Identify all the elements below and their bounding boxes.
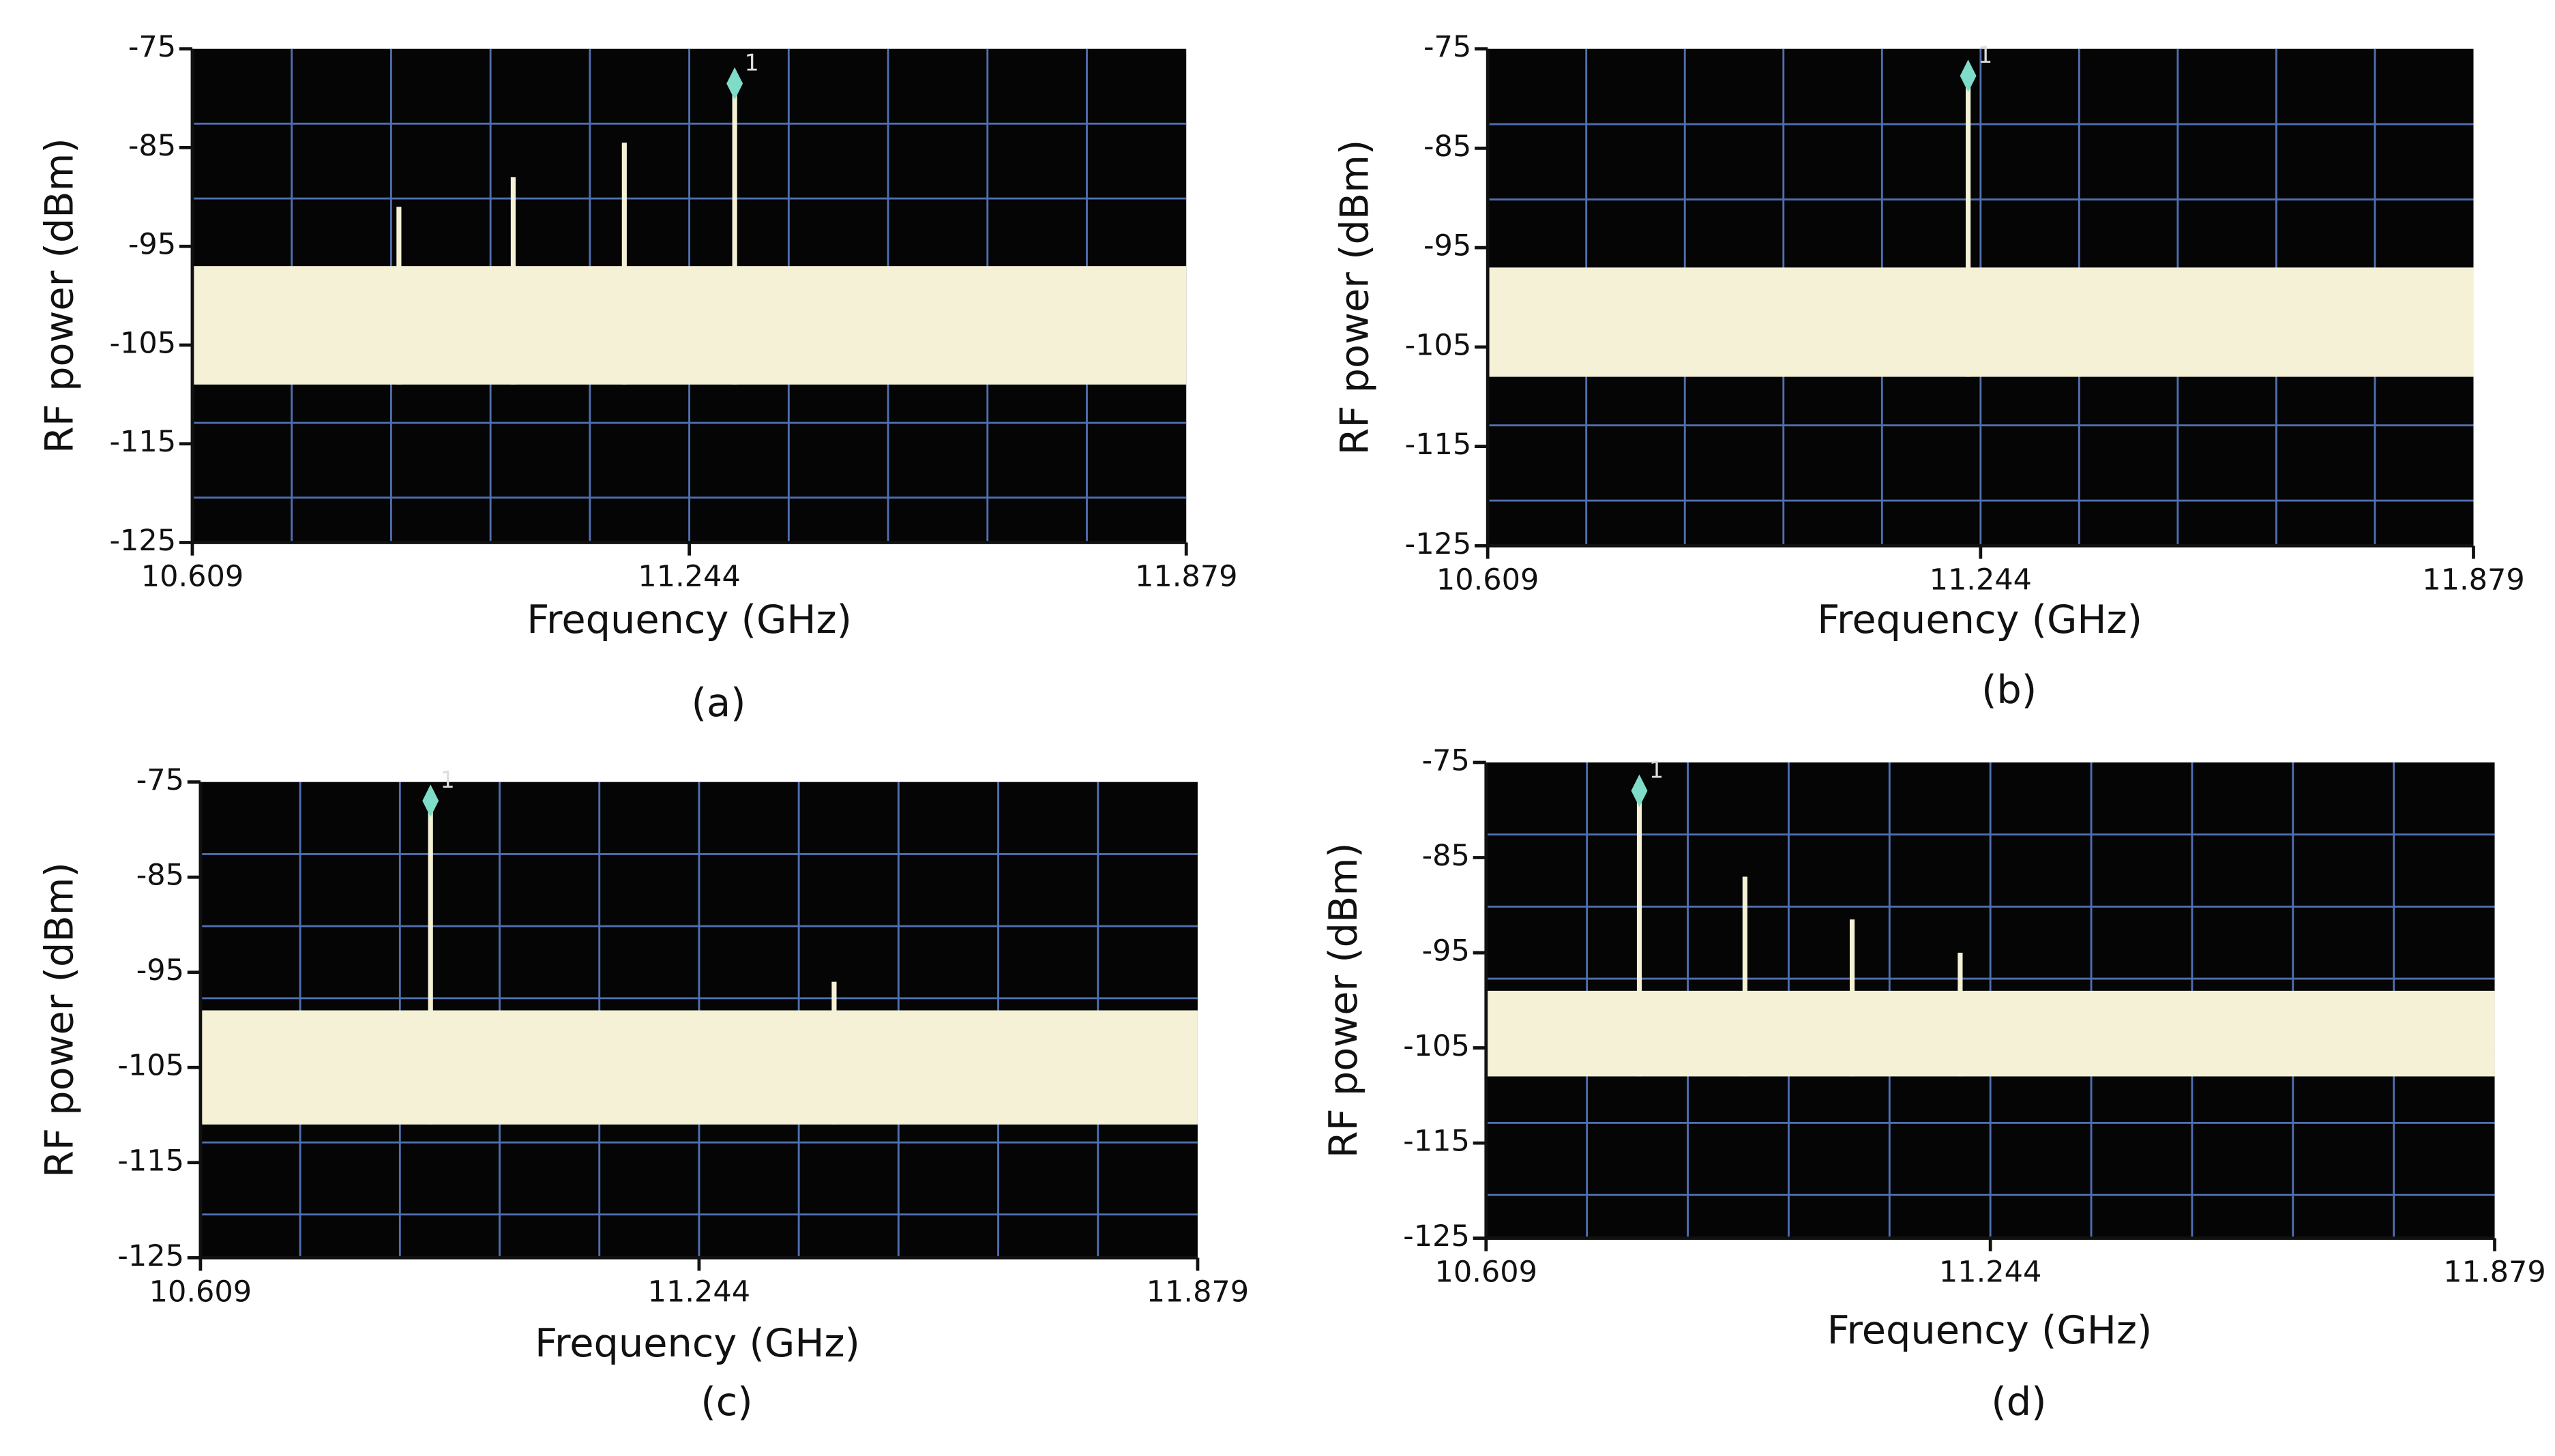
x-axis-label: Frequency (GHz) [1817,597,2142,642]
marker-diamond [422,784,439,818]
y-tick-label: -95 [128,228,176,262]
noise-floor [200,1010,1198,1125]
y-tick-label: -115 [1405,428,1472,462]
y-tick-label: -105 [1403,1029,1470,1063]
marker-label: 1 [1978,42,1992,68]
y-tick-label: -125 [109,524,176,558]
x-tick-label: 10.609 [1435,1256,1537,1290]
y-tick-label: -115 [109,425,176,459]
x-tick-label: 11.244 [1930,563,2032,597]
y-tick-label: -105 [117,1049,184,1083]
y-tick-label: -95 [136,953,184,987]
y-axis-label: RF power (dBm) [36,138,82,454]
x-tick-label: 11.879 [1147,1275,1249,1309]
y-tick-label: -95 [1423,229,1471,263]
y-tick-label: -125 [117,1239,184,1273]
x-tick-label: 10.609 [141,560,243,594]
marker-label: 1 [441,767,455,793]
x-tick-label: 10.609 [149,1275,252,1309]
y-axis-label: RF power (dBm) [36,862,82,1178]
caption: (a) [692,680,746,726]
y-tick-label: -95 [1422,934,1470,968]
x-tick-label: 11.879 [1135,560,1237,594]
x-axis-label: Frequency (GHz) [535,1320,860,1366]
y-tick-label: -75 [136,763,184,797]
marker-diamond [1960,59,1977,93]
noise-floor [192,266,1187,385]
marker-label: 1 [744,49,758,76]
x-axis-label: Frequency (GHz) [527,597,852,642]
y-tick-label: -125 [1403,1219,1470,1253]
y-axis-label: RF power (dBm) [1332,140,1378,456]
marker-label: 1 [1649,756,1664,783]
y-tick-label: -75 [128,30,176,64]
caption: (b) [1981,667,2037,713]
noise-floor [1488,267,2474,377]
y-tick-label: -85 [1422,839,1470,873]
x-tick-label: 10.609 [1436,563,1539,597]
noise-floor [1486,990,2495,1077]
y-tick-label: -85 [136,859,184,893]
y-tick-label: -125 [1405,527,1472,561]
y-tick-label: -75 [1423,30,1471,64]
x-axis-label: Frequency (GHz) [1827,1307,2153,1353]
y-tick-label: -105 [109,326,176,360]
y-tick-label: -105 [1405,328,1472,362]
y-tick-label: -85 [128,129,176,163]
y-axis-label: RF power (dBm) [1320,842,1366,1158]
x-tick-label: 11.244 [648,1275,750,1309]
y-tick-label: -115 [1403,1125,1470,1159]
x-tick-label: 11.244 [638,560,740,594]
x-tick-label: 11.879 [2422,563,2524,597]
x-tick-label: 11.879 [2443,1256,2545,1290]
y-tick-label: -75 [1422,744,1470,778]
caption: (d) [1991,1379,2046,1425]
caption: (c) [700,1379,752,1425]
x-tick-label: 11.244 [1939,1256,2041,1290]
y-tick-label: -115 [117,1144,184,1178]
y-tick-label: -85 [1423,130,1471,164]
